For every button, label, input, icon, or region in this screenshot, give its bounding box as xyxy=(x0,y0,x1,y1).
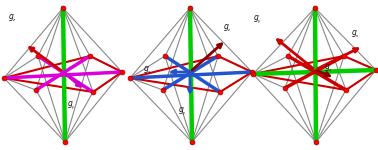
Text: $g_{_x}$: $g_{_x}$ xyxy=(143,64,153,76)
Text: $g_{_z}$: $g_{_z}$ xyxy=(324,62,333,74)
Text: $g_{_x}$: $g_{_x}$ xyxy=(352,28,361,40)
Text: $g_{_y}$: $g_{_y}$ xyxy=(67,100,77,112)
Text: $g_{_z}$: $g_{_z}$ xyxy=(8,12,17,24)
Text: $g_{_y}$: $g_{_y}$ xyxy=(178,106,187,118)
Text: $g_{_z}$: $g_{_z}$ xyxy=(223,22,231,34)
Text: $g_{_y}$: $g_{_y}$ xyxy=(253,14,263,26)
